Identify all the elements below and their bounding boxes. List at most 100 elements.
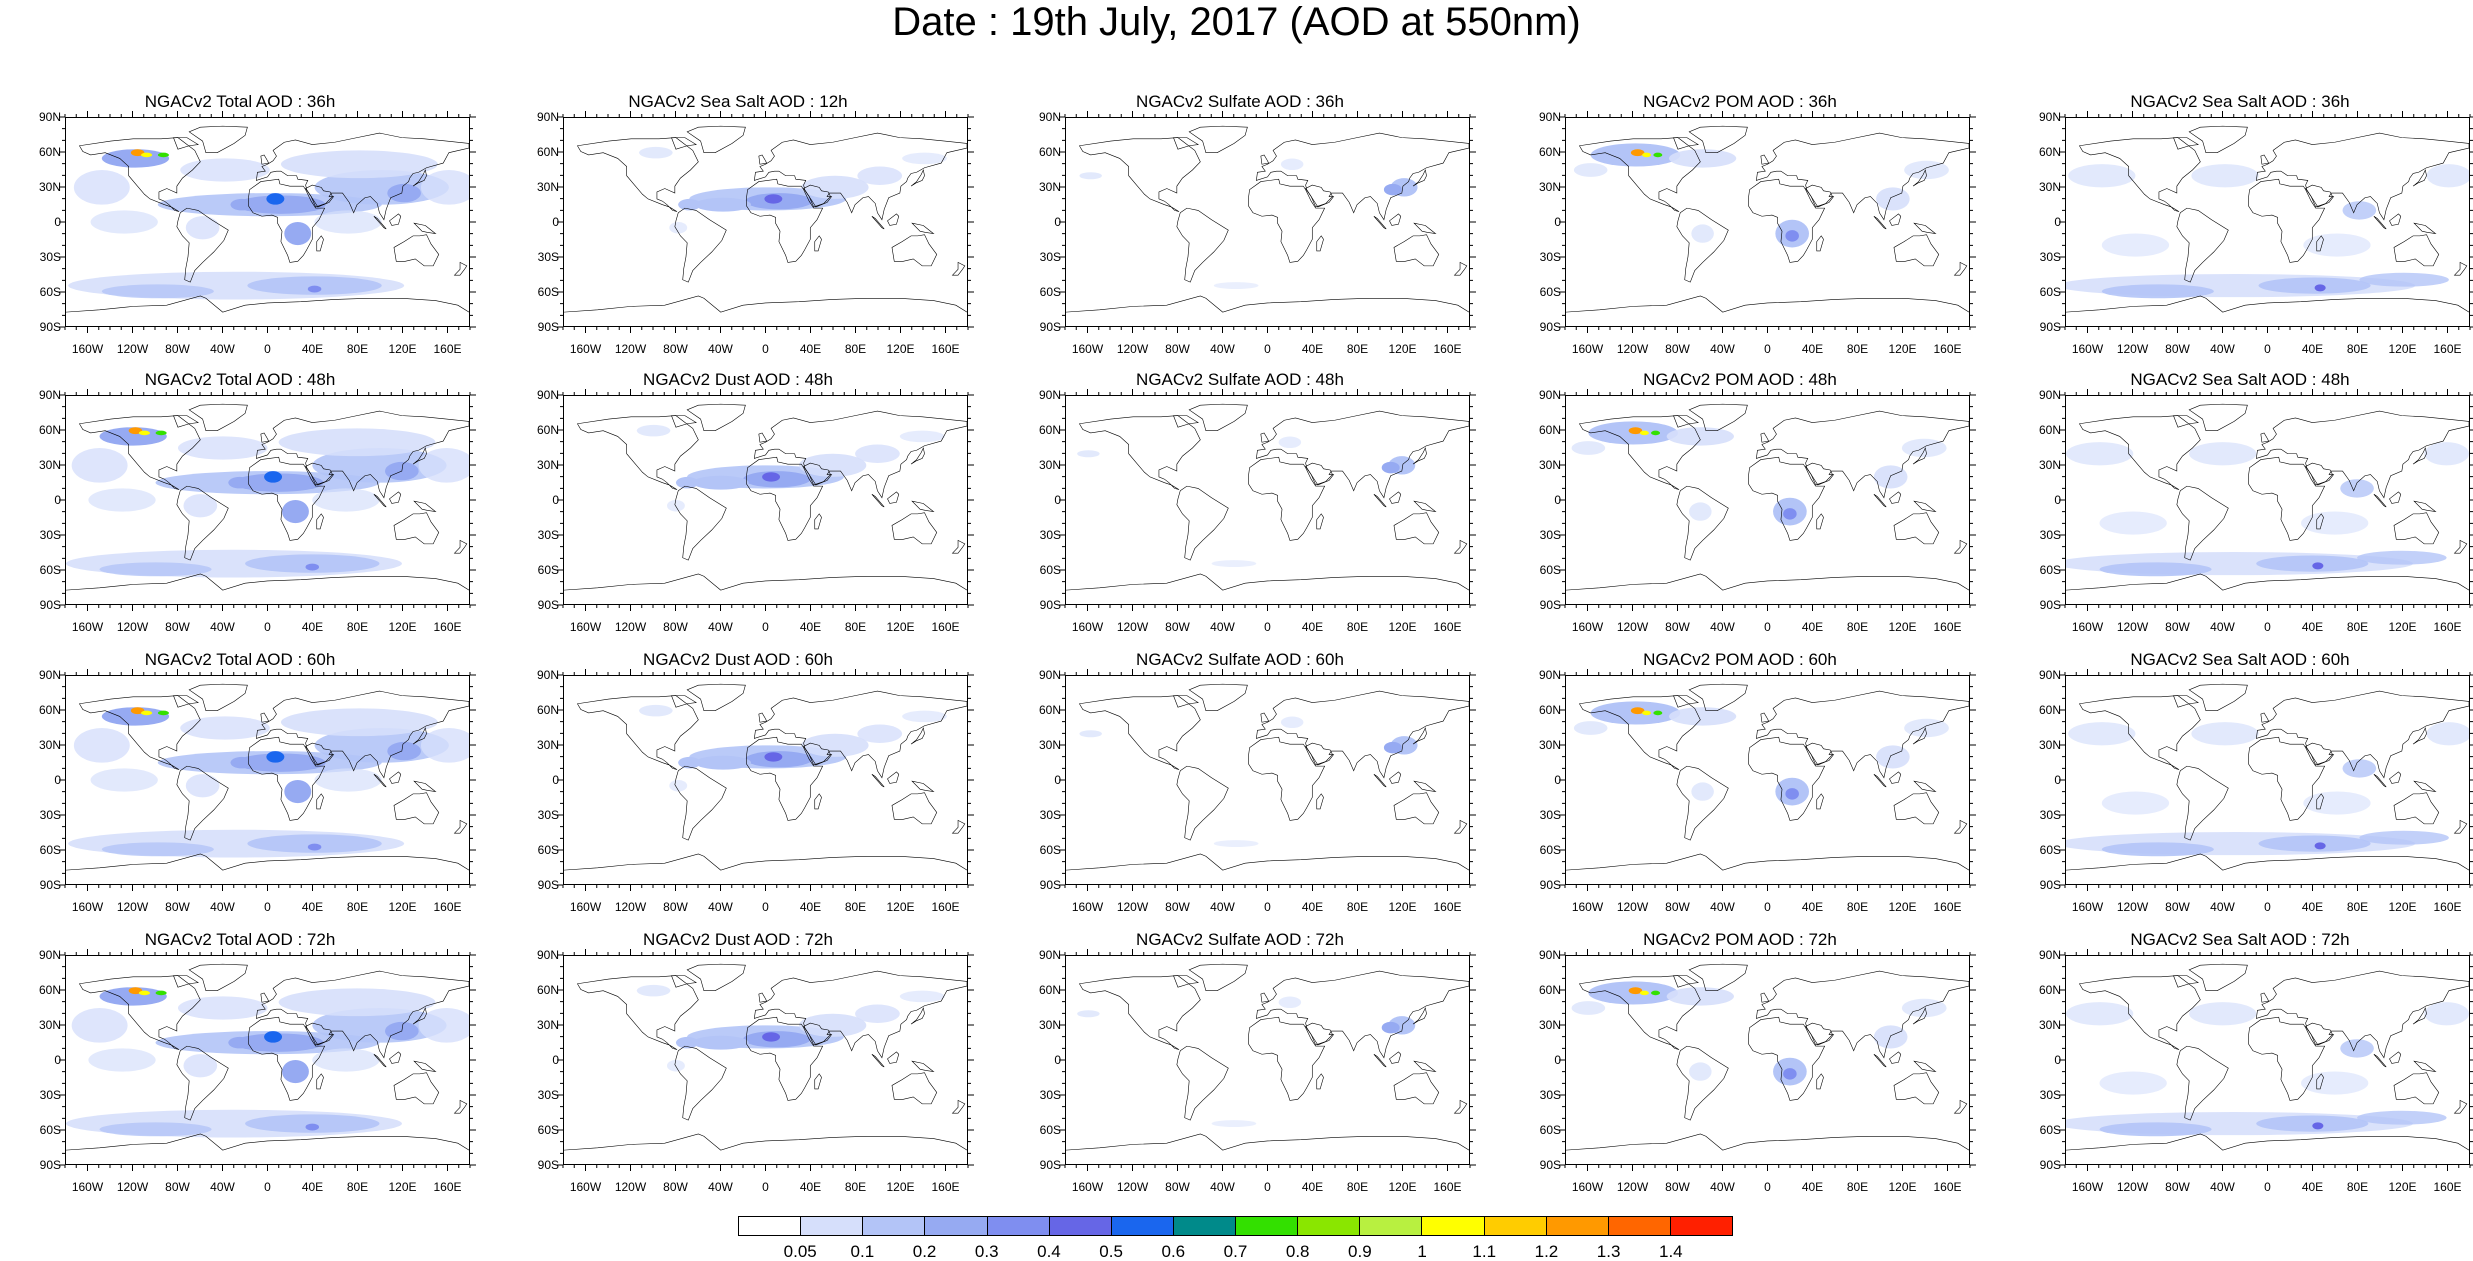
coastline-uk	[260, 712, 270, 723]
coastline-uk	[1260, 432, 1270, 443]
aod-plume	[247, 834, 382, 853]
axis-ticks	[2059, 669, 2473, 891]
lat-label: 60N	[1538, 983, 1561, 997]
coastline-antarctica	[1066, 295, 1469, 313]
coastline-africa	[1748, 178, 1826, 263]
aod-plume	[278, 988, 436, 1017]
coastline-australia	[2393, 1072, 2440, 1105]
colorbar-swatch	[801, 1217, 864, 1235]
panel-title: NGACv2 Total AOD : 60h	[144, 650, 336, 669]
panel-title: NGACv2 Sea Salt AOD : 36h	[2130, 92, 2350, 111]
coastline-eurasia	[753, 690, 967, 779]
aod-plume	[90, 210, 158, 234]
lon-label: 40E	[301, 1180, 324, 1194]
coastline-namerica	[1078, 415, 1201, 490]
coastline-newguinea	[413, 500, 437, 513]
coastline-arabia	[803, 1022, 831, 1046]
coastline-baffin	[2173, 137, 2200, 150]
coastline-madagascar	[1316, 513, 1324, 530]
coastline-nz	[453, 261, 468, 276]
coastline-japan	[1912, 1007, 1927, 1025]
lon-label: 120E	[388, 342, 417, 356]
aod-plume	[138, 430, 150, 436]
coastline-newguinea	[1913, 780, 1937, 793]
world-map	[1065, 675, 1470, 885]
coastline-nz	[2453, 539, 2468, 554]
lon-label: 80W	[1665, 342, 1690, 356]
aod-plume	[1383, 741, 1402, 754]
aod-plume	[2099, 1122, 2212, 1137]
colorbar-swatch	[1670, 1217, 1732, 1235]
coastline-uk	[1260, 712, 1270, 723]
aod-plume	[314, 768, 382, 792]
aod-plume	[1573, 163, 1608, 177]
coastline-newguinea	[1913, 500, 1937, 513]
coastline-sumatra	[373, 494, 387, 508]
lat-label: 90N	[1538, 388, 1561, 402]
colorbar-label: 1.3	[1596, 1242, 1621, 1261]
aod-plume	[899, 430, 945, 443]
tick-marks	[2059, 949, 2473, 1171]
lat-label: 90S	[39, 598, 61, 612]
lon-label: 160W	[1071, 1180, 1104, 1194]
coastline-namerica	[2078, 415, 2201, 490]
coastline-baffin	[173, 415, 200, 428]
lat-label: 60N	[38, 145, 61, 159]
map-panel-total-36h: NGACv2 Total AOD : 36h 90N 60N 30N 0 30S 60S 90…	[0, 92, 480, 362]
axis-ticks	[1059, 389, 1476, 611]
lon-label: 80W	[165, 342, 190, 356]
panel-title: NGACv2 Sea Salt AOD : 60h	[2130, 650, 2350, 669]
world-map	[2065, 955, 2470, 1165]
tick-marks	[1559, 669, 1976, 891]
coastline-japan	[1412, 1007, 1427, 1025]
lon-label: 160E	[1933, 900, 1962, 914]
coastline-greenland	[686, 125, 746, 153]
coastline-japan	[1912, 727, 1927, 745]
lon-label: 40W	[2210, 342, 2235, 356]
lon-label: 40E	[2301, 900, 2324, 914]
aod-plume	[2101, 233, 2170, 257]
lon-label: 40E	[1801, 1180, 1824, 1194]
coastline-australia	[2393, 234, 2440, 267]
lon-label: 120W	[1616, 1180, 1649, 1194]
coastline-nz	[951, 539, 966, 554]
lat-label: 30S	[39, 528, 61, 542]
coastline-arabia	[803, 742, 831, 766]
lat-label: 90S	[39, 878, 61, 892]
aod-plume	[138, 990, 150, 996]
coastline-arabia	[803, 462, 831, 486]
lon-label: 120E	[2388, 900, 2417, 914]
coastline-greenland	[188, 125, 248, 153]
coastline-baffin	[1173, 975, 1200, 988]
axis-ticks	[1559, 111, 1976, 333]
coastline-madagascar	[2316, 235, 2324, 252]
aod-plume	[2258, 835, 2371, 852]
coastline-australia	[393, 234, 440, 267]
coastline-madagascar	[2316, 513, 2324, 530]
coastline-newguinea	[413, 780, 437, 793]
coastline-africa	[1248, 178, 1326, 263]
aod-plume	[2359, 830, 2449, 845]
aod-plume	[801, 733, 869, 757]
lat-label: 60S	[2039, 563, 2061, 577]
lat-label: 90S	[1039, 598, 1061, 612]
tick-marks	[1059, 949, 1476, 1171]
coastline-japan	[2412, 447, 2427, 465]
map-panel-dust-72h: NGACv2 Dust AOD : 72h 90N 60N 30N 0 30S 60S 90S…	[498, 930, 978, 1200]
tick-marks	[1559, 111, 1976, 333]
aod-plume	[180, 158, 270, 182]
aod-plume	[280, 708, 438, 737]
colorbar-swatch	[987, 1217, 1050, 1235]
lon-label: 40W	[210, 620, 235, 634]
coastline-madagascar	[814, 793, 822, 810]
aod-plume	[1783, 508, 1797, 520]
aod-plume	[2099, 1071, 2167, 1095]
aod-plume	[312, 488, 380, 512]
aod-plume	[799, 1013, 867, 1037]
aod-plume	[1666, 987, 1734, 1006]
coastline-newguinea	[413, 1060, 437, 1073]
coastline-baffin	[671, 137, 698, 150]
aod-plume	[387, 741, 421, 761]
map-svg	[564, 403, 967, 591]
coastline-borneo	[389, 491, 402, 504]
